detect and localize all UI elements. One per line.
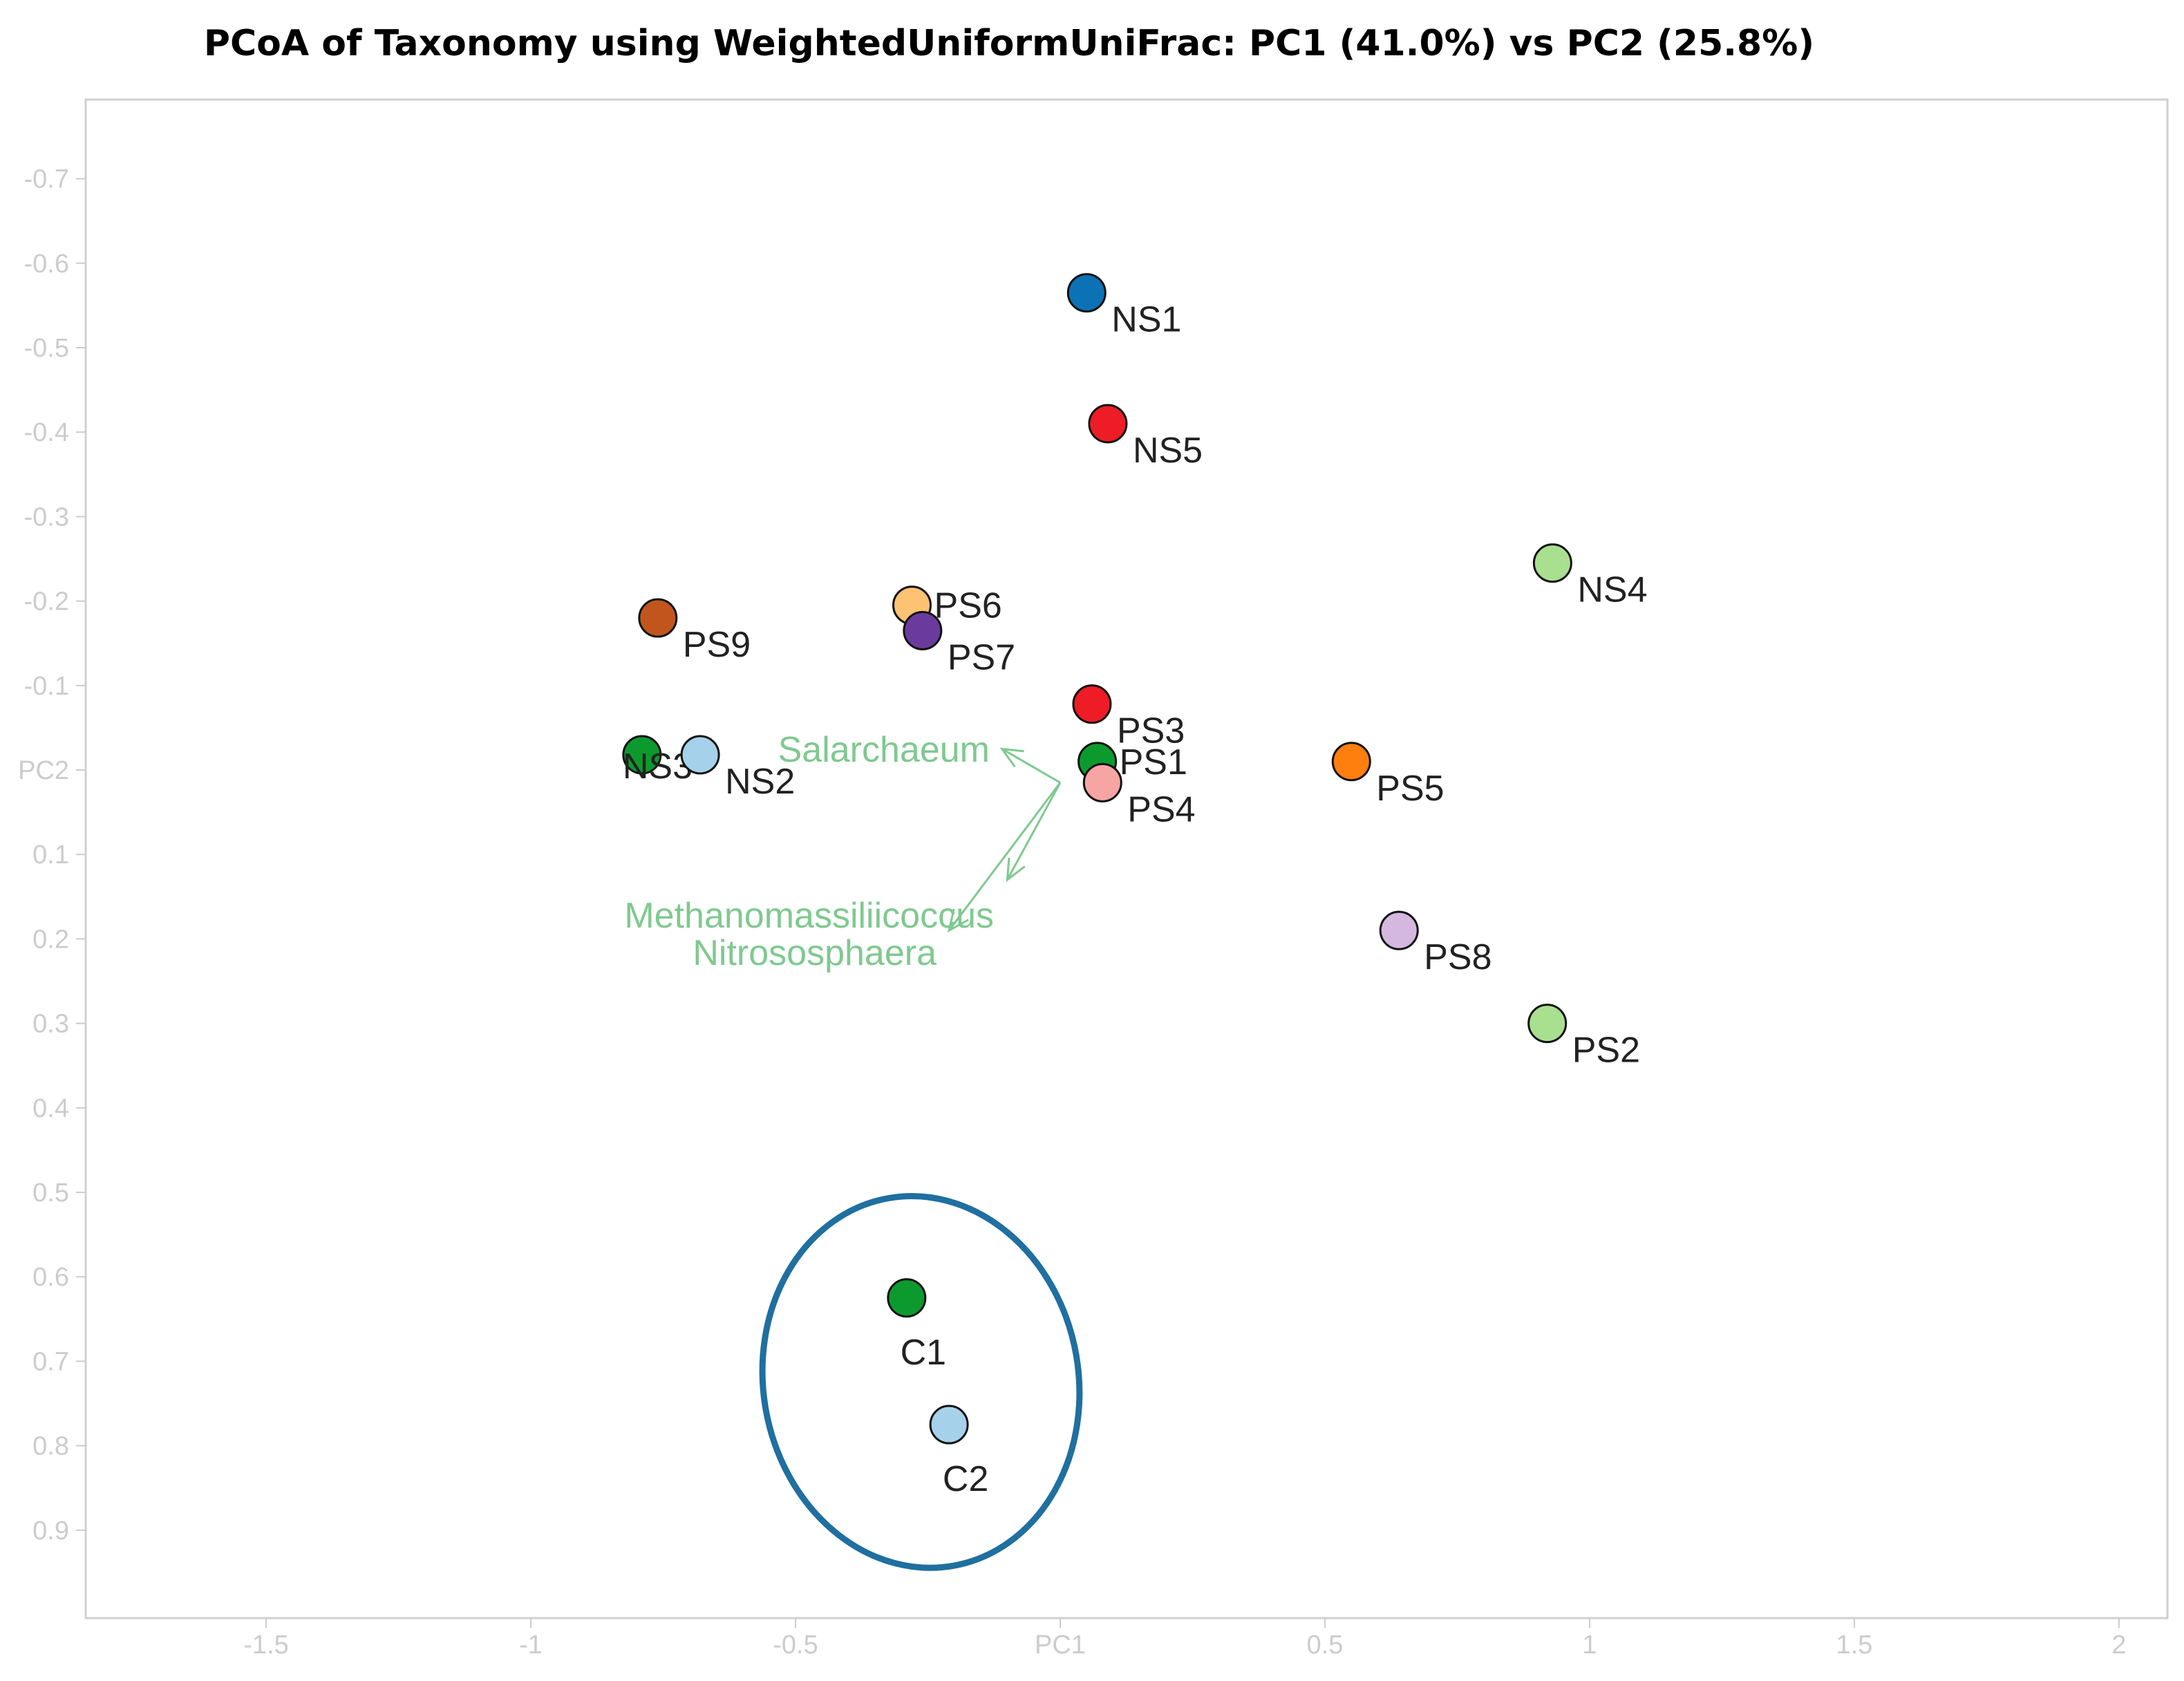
y-tick-label: 0.8 bbox=[32, 1432, 69, 1461]
y-tick-label: 0.3 bbox=[32, 1010, 69, 1039]
point-label-ps4: PS4 bbox=[1127, 789, 1195, 829]
vector-arrow-nitrososphaera bbox=[1006, 782, 1062, 883]
y-axis-ticks: -0.7 -0.6 -0.5 -0.4 -0.3 -0.2 -0.1 PC2 0.1 0.2 0.3… bbox=[18, 165, 86, 1546]
point-ps9 bbox=[638, 598, 678, 638]
vector-labels: Salarchaeum Methanomassiliicoccus Nitros… bbox=[624, 730, 994, 973]
point-c1 bbox=[887, 1278, 927, 1318]
vector-label-salarchaeum: Salarchaeum bbox=[778, 730, 990, 770]
vector-shaft bbox=[1001, 748, 1061, 784]
point-label-ps7: PS7 bbox=[948, 637, 1015, 677]
x-axis-ticks: -1.5 -1 -0.5 PC1 0.5 1 1.5 2 bbox=[243, 1618, 2127, 1660]
y-tick-label: -0.7 bbox=[24, 165, 69, 194]
x-tick-label: 2 bbox=[2111, 1631, 2126, 1660]
vector-arrow-methanomassiliicoccus bbox=[947, 782, 1062, 933]
point-c2 bbox=[929, 1405, 969, 1445]
vector-arrowhead bbox=[999, 747, 1024, 768]
vector-label-methanomassiliicoccus: Methanomassiliicoccus bbox=[624, 896, 994, 936]
vector-arrowhead bbox=[947, 908, 969, 933]
point-ps4 bbox=[1082, 762, 1122, 802]
point-label-ps9: PS9 bbox=[683, 625, 751, 665]
point-label-ps5: PS5 bbox=[1376, 769, 1444, 809]
point-label-ns4: NS4 bbox=[1577, 570, 1647, 610]
point-label-ps1: PS1 bbox=[1120, 742, 1187, 782]
x-tick-label: -0.5 bbox=[773, 1631, 818, 1660]
chart-title: PCoA of Taxonomy using WeightedUniformUn… bbox=[204, 23, 1814, 64]
y-tick-label: 0.2 bbox=[32, 925, 69, 954]
point-ps7 bbox=[903, 610, 943, 650]
point-label-ns5: NS5 bbox=[1133, 431, 1203, 471]
vector-arrow-salarchaeum bbox=[999, 747, 1061, 784]
point-ns1 bbox=[1066, 273, 1107, 313]
y-tick-label: 0.9 bbox=[32, 1516, 69, 1546]
x-tick-label: 1.5 bbox=[1836, 1631, 1873, 1660]
vector-shaft bbox=[1006, 782, 1062, 881]
highlight-ellipse bbox=[759, 1193, 1083, 1571]
x-tick-label: -1 bbox=[519, 1631, 543, 1660]
point-label-c2: C2 bbox=[943, 1459, 988, 1499]
y-tick-label: PC2 bbox=[18, 756, 69, 785]
point-label-ps2: PS2 bbox=[1572, 1031, 1640, 1071]
point-label-ns2: NS2 bbox=[725, 762, 795, 802]
y-tick-label: 0.6 bbox=[32, 1263, 69, 1292]
x-tick-label: PC1 bbox=[1035, 1631, 1086, 1660]
point-label-ps8: PS8 bbox=[1424, 937, 1491, 977]
x-tick-label: -1.5 bbox=[243, 1631, 288, 1660]
y-tick-label: -0.5 bbox=[24, 334, 69, 363]
point-ps3 bbox=[1072, 684, 1112, 724]
y-tick-label: -0.3 bbox=[24, 503, 69, 532]
x-tick-label: 1 bbox=[1582, 1631, 1597, 1660]
highlight-group bbox=[759, 1193, 1083, 1571]
y-tick-label: 0.1 bbox=[32, 840, 69, 870]
y-tick-label: -0.1 bbox=[24, 672, 69, 701]
point-ns3 bbox=[622, 735, 662, 775]
point-ns5 bbox=[1088, 404, 1128, 444]
vector-arrowhead bbox=[1006, 857, 1026, 883]
y-tick-label: -0.4 bbox=[24, 418, 69, 447]
x-tick-label: 0.5 bbox=[1307, 1631, 1344, 1660]
y-tick-label: 0.7 bbox=[32, 1347, 69, 1376]
y-tick-label: -0.2 bbox=[24, 588, 69, 617]
point-label-ns1: NS1 bbox=[1111, 300, 1181, 340]
point-label-c1: C1 bbox=[901, 1333, 946, 1373]
point-label-ps3: PS3 bbox=[1117, 711, 1185, 751]
y-tick-label: 0.4 bbox=[32, 1094, 69, 1123]
biplot-vectors bbox=[947, 747, 1062, 933]
plot-frame bbox=[84, 98, 2169, 1619]
vector-label-nitrososphaera: Nitrososphaera bbox=[693, 933, 936, 973]
point-ns2 bbox=[680, 735, 720, 775]
point-ps8 bbox=[1379, 910, 1419, 950]
y-tick-label: 0.5 bbox=[32, 1178, 69, 1208]
point-ns4 bbox=[1532, 543, 1572, 583]
point-label-ps6: PS6 bbox=[934, 586, 1002, 626]
vector-shaft bbox=[948, 782, 1062, 932]
point-ps5 bbox=[1331, 742, 1371, 782]
y-tick-label: -0.6 bbox=[24, 250, 69, 279]
point-ps2 bbox=[1527, 1004, 1568, 1044]
